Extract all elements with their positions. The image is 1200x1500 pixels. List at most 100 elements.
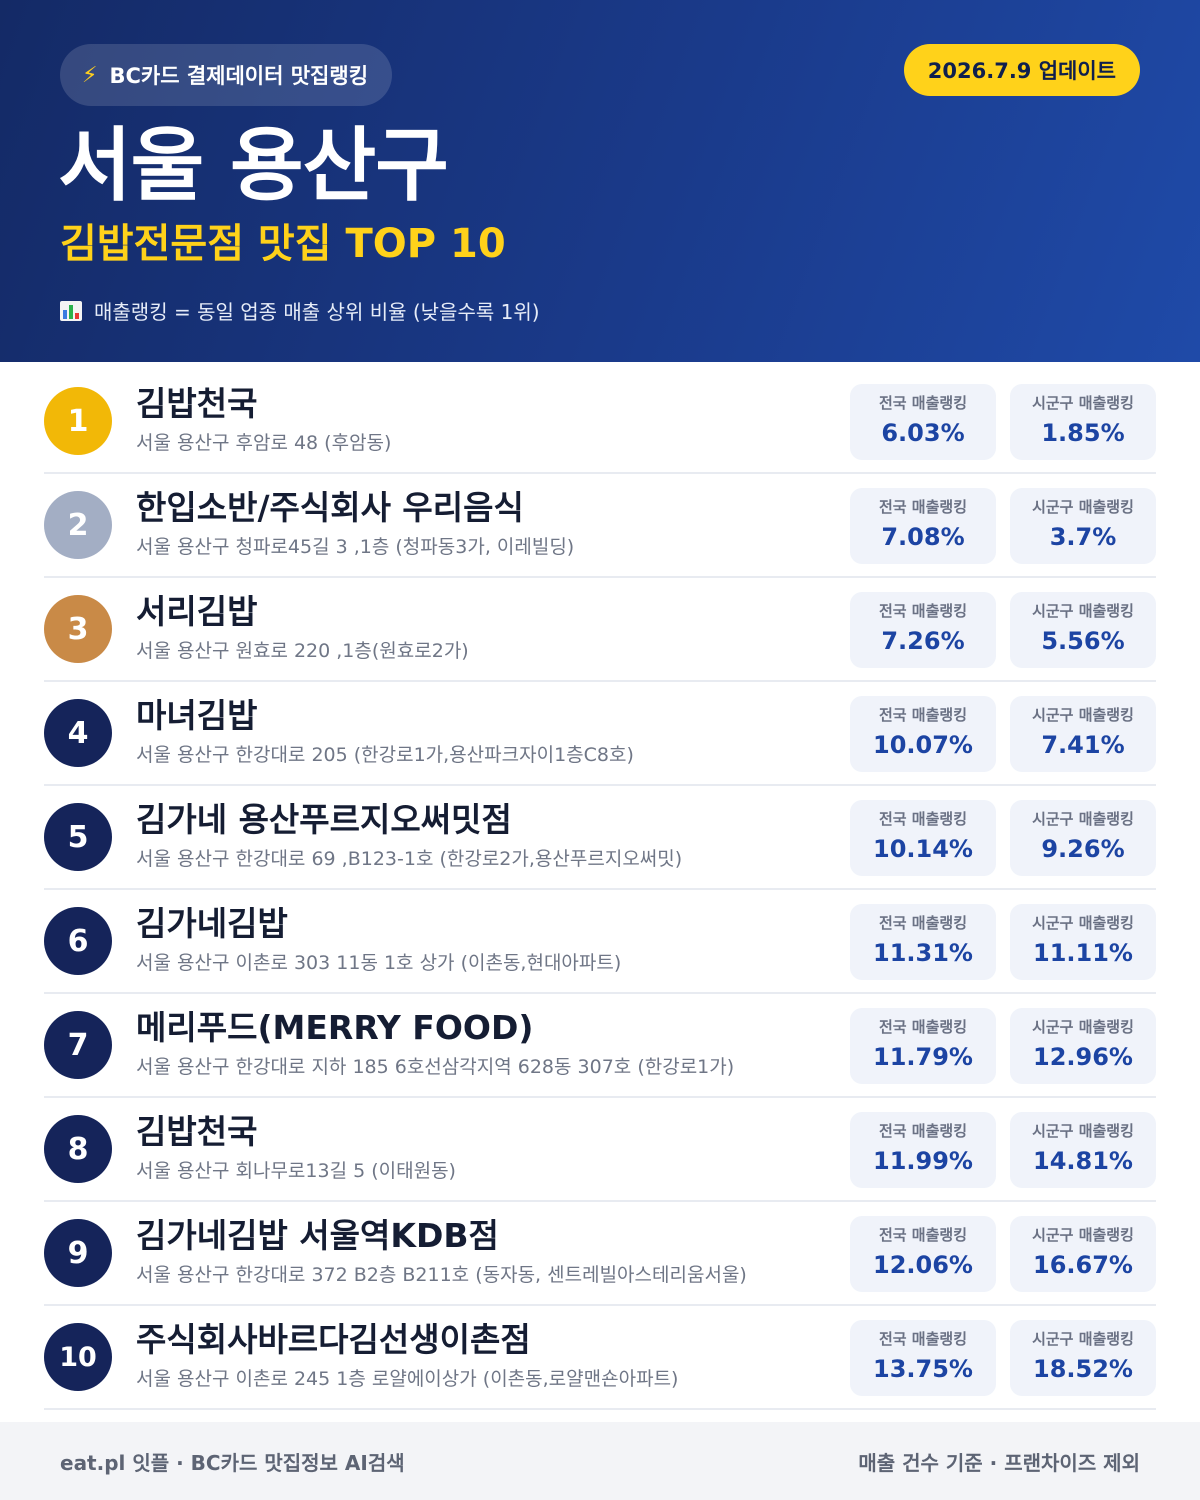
source-label: BC카드 결제데이터 맛집랭킹 xyxy=(109,64,369,88)
footer: eat.pl 잇플 · BC카드 맛집정보 AI검색 매출 건수 기준 · 프랜… xyxy=(0,1422,1200,1500)
national-rank-box: 전국 매출랭킹 10.14% xyxy=(850,800,996,876)
store-address: 서울 용산구 이촌로 245 1층 로얄에이상가 (이촌동,로얄맨숀아파트) xyxy=(136,1368,679,1390)
footer-criteria: 매출 건수 기준 · 프랜차이즈 제외 xyxy=(858,1450,1140,1475)
national-rank-box: 전국 매출랭킹 7.26% xyxy=(850,592,996,668)
national-rank-label: 전국 매출랭킹 xyxy=(878,706,968,724)
national-rank-box: 전국 매출랭킹 13.75% xyxy=(850,1320,996,1396)
store-address: 서울 용산구 한강대로 372 B2층 B211호 (동자동, 센트레빌아스테리… xyxy=(136,1264,747,1286)
district-rank-value: 14.81% xyxy=(1033,1147,1133,1175)
store-name: 주식회사바르다김선생이촌점 xyxy=(136,1320,531,1359)
district-rank-value: 7.41% xyxy=(1041,731,1125,759)
national-rank-value: 7.26% xyxy=(881,627,965,655)
page-title: 서울 용산구 xyxy=(58,119,449,212)
national-rank-value: 11.99% xyxy=(873,1147,973,1175)
list-item[interactable]: 4 마녀김밥 서울 용산구 한강대로 205 (한강로1가,용산파크자이1층C8… xyxy=(44,682,1156,786)
district-rank-box: 시군구 매출랭킹 9.26% xyxy=(1010,800,1156,876)
store-address: 서울 용산구 한강대로 205 (한강로1가,용산파크자이1층C8호) xyxy=(136,744,634,766)
list-item[interactable]: 3 서리김밥 서울 용산구 원효로 220 ,1층(원효로2가) 전국 매출랭킹… xyxy=(44,578,1156,682)
store-name: 김가네김밥 서울역KDB점 xyxy=(136,1216,499,1255)
footer-source: eat.pl 잇플 · BC카드 맛집정보 AI검색 xyxy=(60,1450,405,1475)
district-rank-label: 시군구 매출랭킹 xyxy=(1032,1122,1134,1140)
national-rank-label: 전국 매출랭킹 xyxy=(878,1018,968,1036)
national-rank-value: 13.75% xyxy=(873,1355,973,1383)
rank-badge: 1 xyxy=(44,387,112,455)
page-subtitle: 김밥전문점 맛집 TOP 10 xyxy=(60,221,506,267)
list-item[interactable]: 5 김가네 용산푸르지오써밋점 서울 용산구 한강대로 69 ,B123-1호 … xyxy=(44,786,1156,890)
store-address: 서울 용산구 한강대로 지하 185 6호선삼각지역 628동 307호 (한강… xyxy=(136,1056,735,1078)
national-rank-label: 전국 매출랭킹 xyxy=(878,498,968,516)
district-rank-label: 시군구 매출랭킹 xyxy=(1032,602,1134,620)
bar-chart-icon xyxy=(60,300,82,321)
district-rank-label: 시군구 매출랭킹 xyxy=(1032,810,1134,828)
district-rank-label: 시군구 매출랭킹 xyxy=(1032,394,1134,412)
district-rank-value: 18.52% xyxy=(1033,1355,1133,1383)
national-rank-label: 전국 매출랭킹 xyxy=(878,1122,968,1140)
store-name: 김밥천국 xyxy=(136,384,258,423)
district-rank-box: 시군구 매출랭킹 11.11% xyxy=(1010,904,1156,980)
national-rank-value: 12.06% xyxy=(873,1251,973,1279)
national-rank-label: 전국 매출랭킹 xyxy=(878,810,968,828)
store-address: 서울 용산구 청파로45길 3 ,1층 (청파동3가, 이레빌딩) xyxy=(136,536,575,558)
list-item[interactable]: 2 한입소반/주식회사 우리음식 서울 용산구 청파로45길 3 ,1층 (청파… xyxy=(44,474,1156,578)
list-item[interactable]: 6 김가네김밥 서울 용산구 이촌로 303 11동 1호 상가 (이촌동,현대… xyxy=(44,890,1156,994)
rank-badge: 7 xyxy=(44,1011,112,1079)
store-address: 서울 용산구 이촌로 303 11동 1호 상가 (이촌동,현대아파트) xyxy=(136,952,622,974)
district-rank-value: 12.96% xyxy=(1033,1043,1133,1071)
district-rank-value: 9.26% xyxy=(1041,835,1125,863)
store-name: 김가네 용산푸르지오써밋점 xyxy=(136,800,512,839)
district-rank-box: 시군구 매출랭킹 12.96% xyxy=(1010,1008,1156,1084)
rank-badge: 2 xyxy=(44,491,112,559)
rank-badge: 10 xyxy=(44,1323,112,1391)
district-rank-label: 시군구 매출랭킹 xyxy=(1032,498,1134,516)
source-badge: ⚡ BC카드 결제데이터 맛집랭킹 xyxy=(60,44,393,106)
national-rank-label: 전국 매출랭킹 xyxy=(878,394,968,412)
national-rank-value: 11.31% xyxy=(873,939,973,967)
rank-badge: 6 xyxy=(44,907,112,975)
list-item[interactable]: 9 김가네김밥 서울역KDB점 서울 용산구 한강대로 372 B2층 B211… xyxy=(44,1202,1156,1306)
national-rank-box: 전국 매출랭킹 10.07% xyxy=(850,696,996,772)
national-rank-value: 7.08% xyxy=(881,523,965,551)
district-rank-box: 시군구 매출랭킹 14.81% xyxy=(1010,1112,1156,1188)
district-rank-label: 시군구 매출랭킹 xyxy=(1032,1018,1134,1036)
store-address: 서울 용산구 후암로 48 (후암동) xyxy=(136,432,392,454)
district-rank-label: 시군구 매출랭킹 xyxy=(1032,1226,1134,1244)
district-rank-box: 시군구 매출랭킹 3.7% xyxy=(1010,488,1156,564)
district-rank-box: 시군구 매출랭킹 16.67% xyxy=(1010,1216,1156,1292)
store-name: 메리푸드(MERRY FOOD) xyxy=(136,1008,534,1047)
lightning-icon: ⚡ xyxy=(82,62,98,88)
district-rank-value: 3.7% xyxy=(1049,523,1117,551)
national-rank-label: 전국 매출랭킹 xyxy=(878,602,968,620)
list-item[interactable]: 1 김밥천국 서울 용산구 후암로 48 (후암동) 전국 매출랭킹 6.03%… xyxy=(44,370,1156,474)
rank-badge: 3 xyxy=(44,595,112,663)
store-name: 한입소반/주식회사 우리음식 xyxy=(136,488,524,527)
national-rank-box: 전국 매출랭킹 11.79% xyxy=(850,1008,996,1084)
district-rank-box: 시군구 매출랭킹 1.85% xyxy=(1010,384,1156,460)
district-rank-label: 시군구 매출랭킹 xyxy=(1032,1330,1134,1348)
store-address: 서울 용산구 한강대로 69 ,B123-1호 (한강로2가,용산푸르지오써밋) xyxy=(136,848,683,870)
national-rank-label: 전국 매출랭킹 xyxy=(878,914,968,932)
store-name: 김가네김밥 xyxy=(136,904,288,943)
district-rank-value: 5.56% xyxy=(1041,627,1125,655)
store-address: 서울 용산구 회나무로13길 5 (이태원동) xyxy=(136,1160,456,1182)
list-item[interactable]: 10 주식회사바르다김선생이촌점 서울 용산구 이촌로 245 1층 로얄에이상… xyxy=(44,1306,1156,1410)
national-rank-value: 11.79% xyxy=(873,1043,973,1071)
national-rank-label: 전국 매출랭킹 xyxy=(878,1226,968,1244)
rank-badge: 9 xyxy=(44,1219,112,1287)
store-name: 김밥천국 xyxy=(136,1112,258,1151)
national-rank-box: 전국 매출랭킹 12.06% xyxy=(850,1216,996,1292)
national-rank-box: 전국 매출랭킹 11.31% xyxy=(850,904,996,980)
rank-badge: 5 xyxy=(44,803,112,871)
district-rank-box: 시군구 매출랭킹 18.52% xyxy=(1010,1320,1156,1396)
list-item[interactable]: 8 김밥천국 서울 용산구 회나무로13길 5 (이태원동) 전국 매출랭킹 1… xyxy=(44,1098,1156,1202)
list-item[interactable]: 7 메리푸드(MERRY FOOD) 서울 용산구 한강대로 지하 185 6호… xyxy=(44,994,1156,1098)
ranking-list: 1 김밥천국 서울 용산구 후암로 48 (후암동) 전국 매출랭킹 6.03%… xyxy=(44,370,1156,1410)
district-rank-label: 시군구 매출랭킹 xyxy=(1032,706,1134,724)
update-badge: 2026.7.9 업데이트 xyxy=(903,44,1140,96)
district-rank-value: 1.85% xyxy=(1041,419,1125,447)
store-name: 서리김밥 xyxy=(136,592,258,631)
ranking-note: 매출랭킹 = 동일 업종 매출 상위 비율 (낮을수록 1위) xyxy=(60,296,540,325)
rank-badge: 4 xyxy=(44,699,112,767)
national-rank-label: 전국 매출랭킹 xyxy=(878,1330,968,1348)
ranking-note-text: 매출랭킹 = 동일 업종 매출 상위 비율 (낮을수록 1위) xyxy=(94,300,540,324)
district-rank-box: 시군구 매출랭킹 7.41% xyxy=(1010,696,1156,772)
